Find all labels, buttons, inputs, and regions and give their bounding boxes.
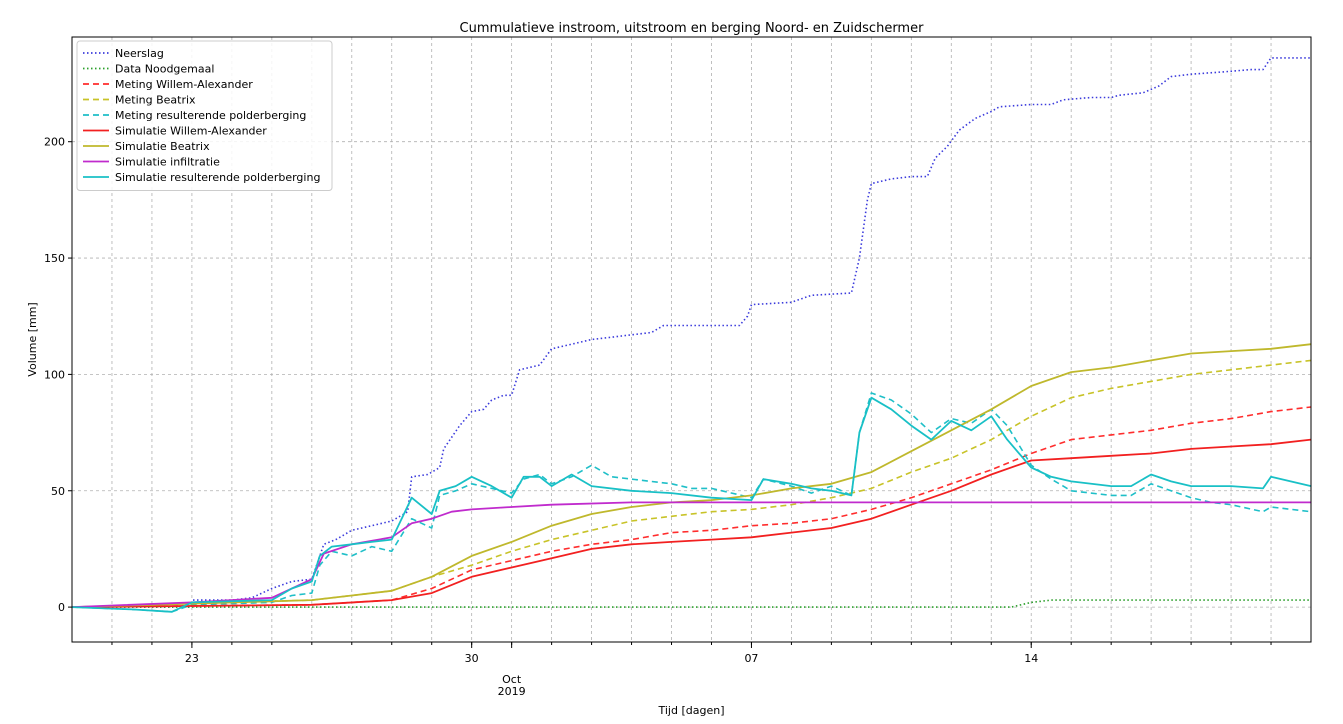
series-line-simulatie-willem-alexander xyxy=(71,438,1312,608)
plot-frame xyxy=(71,36,1312,643)
legend-label: Meting resulterende polderberging xyxy=(115,109,306,122)
grid-lines xyxy=(72,37,1311,642)
legend-label: Meting Willem-Alexander xyxy=(115,78,253,91)
legend-label: Simulatie resulterende polderberging xyxy=(115,171,320,184)
legend-label: Simulatie infiltratie xyxy=(115,156,220,169)
x-tick-sublabel: Oct xyxy=(502,673,522,686)
series-line-simulatie-beatrix xyxy=(71,343,1312,608)
legend-label: Simulatie Willem-Alexander xyxy=(115,125,267,138)
series-line-simulatie-resulterende-polderberging xyxy=(71,396,1312,613)
series-line-meting-resulterende-polderberging xyxy=(71,392,1312,613)
y-tick-label: 200 xyxy=(44,136,65,149)
x-tick-label: 23 xyxy=(185,652,199,665)
y-axis-label: Volume [mm] xyxy=(26,302,39,376)
legend: Neerslag Data Noodgemaal Meting Willem-Ale… xyxy=(76,40,333,191)
legend-box xyxy=(76,40,333,191)
series-line-neerslag xyxy=(72,57,1311,608)
y-axis: 0 50 100 150 200 xyxy=(44,136,72,614)
chart-title: Cummulatieve instroom, uitstroom en berg… xyxy=(460,21,925,36)
y-tick-label: 150 xyxy=(44,252,65,265)
series-layer xyxy=(71,57,1312,613)
y-tick-label: 0 xyxy=(58,601,65,614)
y-tick-label: 100 xyxy=(44,368,65,381)
x-tick-label: 07 xyxy=(744,652,758,665)
legend-label: Meting Beatrix xyxy=(115,94,196,107)
legend-label: Simulatie Beatrix xyxy=(115,140,210,153)
legend-label: Data Noodgemaal xyxy=(115,63,214,76)
x-axis-label: Tijd [dagen] xyxy=(658,704,725,717)
y-tick-label: 50 xyxy=(51,485,65,498)
x-tick-label: 30 xyxy=(465,652,479,665)
legend-label: Neerslag xyxy=(115,47,164,60)
x-tick-sublabel: 2019 xyxy=(498,685,526,698)
series-line-meting-willem-alexander xyxy=(71,406,1312,608)
x-tick-label: 14 xyxy=(1024,652,1038,665)
